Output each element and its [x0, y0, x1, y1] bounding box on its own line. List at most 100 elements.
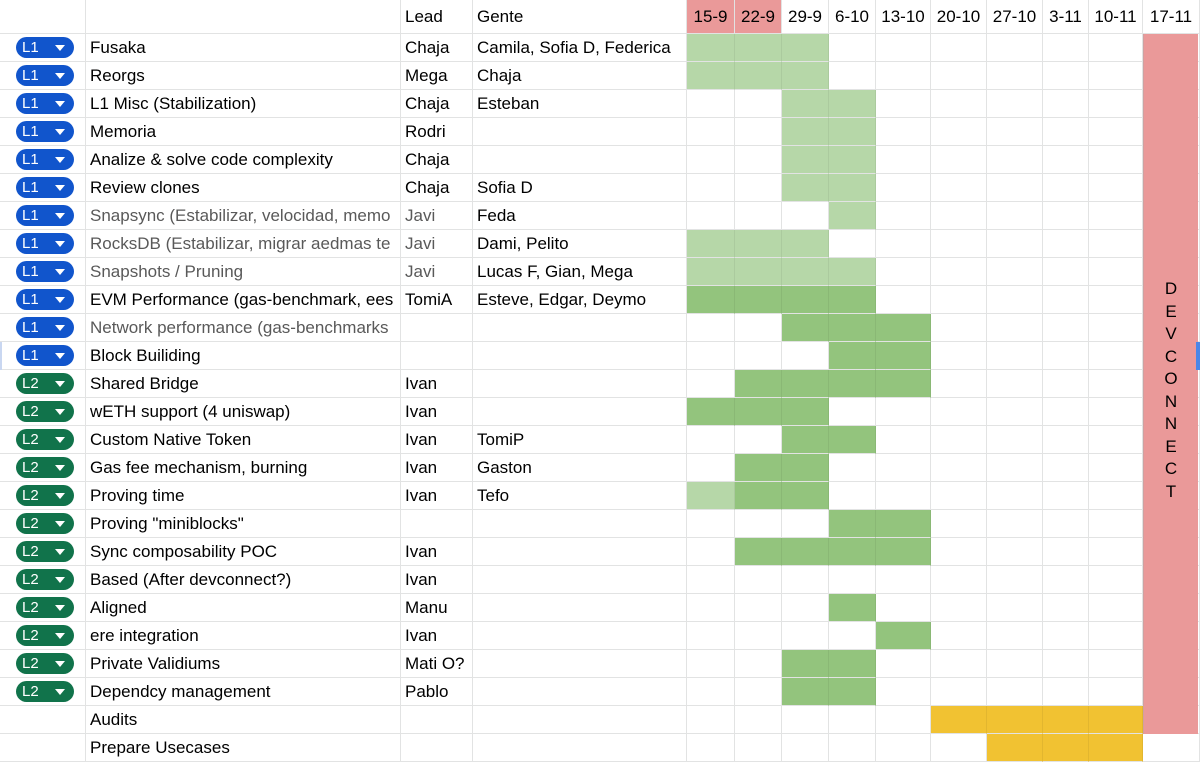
timeline-cell[interactable] [782, 342, 829, 370]
timeline-cell[interactable] [1089, 650, 1143, 678]
timeline-cell[interactable] [987, 482, 1043, 510]
timeline-cell[interactable] [687, 174, 735, 202]
timeline-cell[interactable] [1043, 594, 1089, 622]
lead-cell[interactable]: Chaja [401, 90, 473, 118]
timeline-cell[interactable] [1089, 538, 1143, 566]
header-week-20-10[interactable]: 20-10 [931, 0, 987, 34]
timeline-cell[interactable] [782, 146, 829, 174]
timeline-cell[interactable] [1089, 314, 1143, 342]
timeline-cell[interactable] [782, 174, 829, 202]
gente-cell[interactable] [473, 398, 687, 426]
tag-cell[interactable]: L1 [0, 34, 86, 62]
timeline-cell[interactable] [782, 286, 829, 314]
lead-cell[interactable]: Pablo [401, 678, 473, 706]
task-cell[interactable]: EVM Performance (gas-benchmark, ees [86, 286, 401, 314]
timeline-cell[interactable] [876, 678, 931, 706]
task-cell[interactable]: Based (After devconnect?) [86, 566, 401, 594]
timeline-cell[interactable] [987, 510, 1043, 538]
timeline-cell[interactable] [931, 342, 987, 370]
lead-cell[interactable]: Ivan [401, 538, 473, 566]
tag-chip-l1[interactable]: L1 [16, 93, 74, 114]
task-cell[interactable]: ere integration [86, 622, 401, 650]
timeline-cell[interactable] [829, 202, 876, 230]
timeline-cell[interactable] [687, 426, 735, 454]
gente-cell[interactable]: TomiP [473, 426, 687, 454]
timeline-cell[interactable] [687, 706, 735, 734]
timeline-cell[interactable] [687, 510, 735, 538]
timeline-cell[interactable] [1043, 734, 1089, 762]
tag-cell[interactable]: L2 [0, 650, 86, 678]
timeline-cell[interactable] [1043, 258, 1089, 286]
timeline-cell[interactable] [829, 370, 876, 398]
timeline-cell[interactable] [987, 118, 1043, 146]
tag-cell[interactable]: L2 [0, 482, 86, 510]
timeline-cell[interactable] [987, 342, 1043, 370]
tag-chip-l1[interactable]: L1 [16, 261, 74, 282]
timeline-cell[interactable] [987, 594, 1043, 622]
timeline-cell[interactable] [782, 426, 829, 454]
timeline-cell[interactable] [987, 734, 1043, 762]
timeline-cell[interactable] [876, 566, 931, 594]
timeline-cell[interactable] [1089, 370, 1143, 398]
timeline-cell[interactable] [1043, 286, 1089, 314]
timeline-cell[interactable] [735, 202, 782, 230]
timeline-cell[interactable] [931, 426, 987, 454]
timeline-cell[interactable] [931, 538, 987, 566]
gente-cell[interactable]: Esteve, Edgar, Deymo [473, 286, 687, 314]
timeline-cell[interactable] [829, 510, 876, 538]
timeline-cell[interactable] [876, 538, 931, 566]
timeline-cell[interactable] [987, 258, 1043, 286]
timeline-cell[interactable] [782, 230, 829, 258]
timeline-cell[interactable] [876, 594, 931, 622]
timeline-cell[interactable] [782, 62, 829, 90]
timeline-cell[interactable] [735, 734, 782, 762]
gente-cell[interactable] [473, 538, 687, 566]
tag-chip-l2[interactable]: L2 [16, 653, 74, 674]
timeline-cell[interactable] [931, 398, 987, 426]
header-lead[interactable]: Lead [401, 0, 473, 34]
lead-cell[interactable]: Chaja [401, 146, 473, 174]
gente-cell[interactable] [473, 370, 687, 398]
gente-cell[interactable] [473, 146, 687, 174]
tag-cell[interactable]: L2 [0, 566, 86, 594]
timeline-cell[interactable] [735, 622, 782, 650]
timeline-cell[interactable] [735, 342, 782, 370]
timeline-cell[interactable] [782, 314, 829, 342]
lead-cell[interactable]: Javi [401, 230, 473, 258]
timeline-cell[interactable] [1089, 622, 1143, 650]
timeline-cell[interactable] [735, 370, 782, 398]
task-cell[interactable]: Shared Bridge [86, 370, 401, 398]
task-cell[interactable]: Analize & solve code complexity [86, 146, 401, 174]
gente-cell[interactable] [473, 734, 687, 762]
timeline-cell[interactable] [782, 118, 829, 146]
timeline-cell[interactable] [931, 482, 987, 510]
timeline-cell[interactable] [687, 622, 735, 650]
gente-cell[interactable] [473, 314, 687, 342]
tag-cell[interactable]: L1 [0, 342, 86, 370]
gente-cell[interactable]: Lucas F, Gian, Mega [473, 258, 687, 286]
timeline-cell[interactable] [782, 510, 829, 538]
timeline-cell[interactable] [829, 230, 876, 258]
timeline-cell[interactable] [735, 426, 782, 454]
header-week-3-11[interactable]: 3-11 [1043, 0, 1089, 34]
lead-cell[interactable]: Chaja [401, 34, 473, 62]
timeline-cell[interactable] [987, 174, 1043, 202]
timeline-cell[interactable] [687, 118, 735, 146]
tag-chip-l1[interactable]: L1 [16, 121, 74, 142]
timeline-cell[interactable] [987, 62, 1043, 90]
timeline-cell[interactable] [931, 650, 987, 678]
tag-cell[interactable] [0, 734, 86, 762]
tag-cell[interactable]: L1 [0, 118, 86, 146]
timeline-cell[interactable] [987, 146, 1043, 174]
timeline-cell[interactable] [1089, 202, 1143, 230]
timeline-cell[interactable] [735, 258, 782, 286]
gente-cell[interactable] [473, 678, 687, 706]
timeline-cell[interactable] [1043, 370, 1089, 398]
timeline-cell[interactable] [687, 594, 735, 622]
tag-cell[interactable]: L1 [0, 230, 86, 258]
timeline-cell[interactable] [735, 510, 782, 538]
timeline-cell[interactable] [931, 454, 987, 482]
task-cell[interactable]: Network performance (gas-benchmarks [86, 314, 401, 342]
timeline-cell[interactable] [782, 34, 829, 62]
timeline-cell[interactable] [1043, 314, 1089, 342]
